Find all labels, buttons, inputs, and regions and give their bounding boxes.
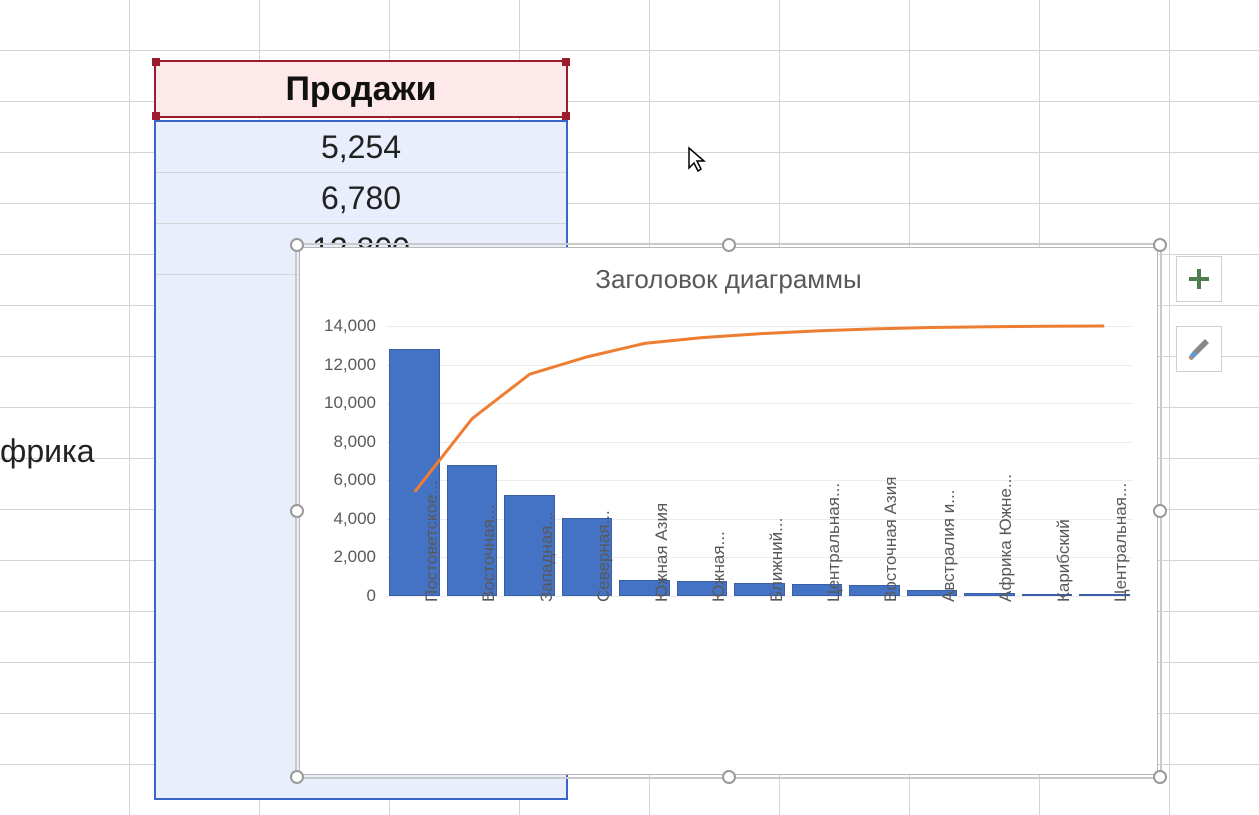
y-tick-label: 4,000 <box>300 509 376 529</box>
resize-handle-sw[interactable] <box>290 770 304 784</box>
x-axis: Постоветское...Восточная...Западная...Се… <box>386 596 1131 774</box>
y-tick-label: 8,000 <box>300 432 376 452</box>
range-handle[interactable] <box>152 112 160 120</box>
chart-object[interactable]: Заголовок диаграммы 0 2,000 4,000 6,000 8,00… <box>299 247 1158 775</box>
resize-handle-ne[interactable] <box>1153 238 1167 252</box>
resize-handle-w[interactable] <box>290 504 304 518</box>
range-handle[interactable] <box>152 58 160 66</box>
resize-handle-n[interactable] <box>722 238 736 252</box>
column-header-text: Продажи <box>285 70 436 109</box>
mouse-cursor-icon <box>686 146 710 174</box>
y-tick-label: 10,000 <box>300 393 376 413</box>
row-label-partial: фрика <box>0 426 150 477</box>
range-handle[interactable] <box>562 112 570 120</box>
plus-icon <box>1186 266 1212 292</box>
range-handle[interactable] <box>562 58 570 66</box>
chart-styles-button[interactable] <box>1176 326 1222 372</box>
y-axis: 02,0004,0006,0008,00010,00012,00014,000 <box>300 326 382 594</box>
y-tick-label: 12,000 <box>300 355 376 375</box>
resize-handle-nw[interactable] <box>290 238 304 252</box>
column-header-cell[interactable]: Продажи <box>154 60 568 118</box>
chart-elements-button[interactable] <box>1176 256 1222 302</box>
y-tick-label: 0 <box>300 586 376 606</box>
x-tick-label: Центральная... <box>1111 483 1259 602</box>
data-cell[interactable]: 6,780 <box>156 173 566 224</box>
y-tick-label: 2,000 <box>300 547 376 567</box>
resize-handle-e[interactable] <box>1153 504 1167 518</box>
y-tick-label: 14,000 <box>300 316 376 336</box>
chart-frame[interactable]: Заголовок диаграммы 0 2,000 4,000 6,000 8,00… <box>299 247 1158 775</box>
data-cell[interactable]: 5,254 <box>156 122 566 173</box>
paintbrush-icon <box>1185 335 1213 363</box>
chart-title[interactable]: Заголовок диаграммы <box>300 264 1157 295</box>
y-tick-label: 6,000 <box>300 470 376 490</box>
resize-handle-se[interactable] <box>1153 770 1167 784</box>
resize-handle-s[interactable] <box>722 770 736 784</box>
